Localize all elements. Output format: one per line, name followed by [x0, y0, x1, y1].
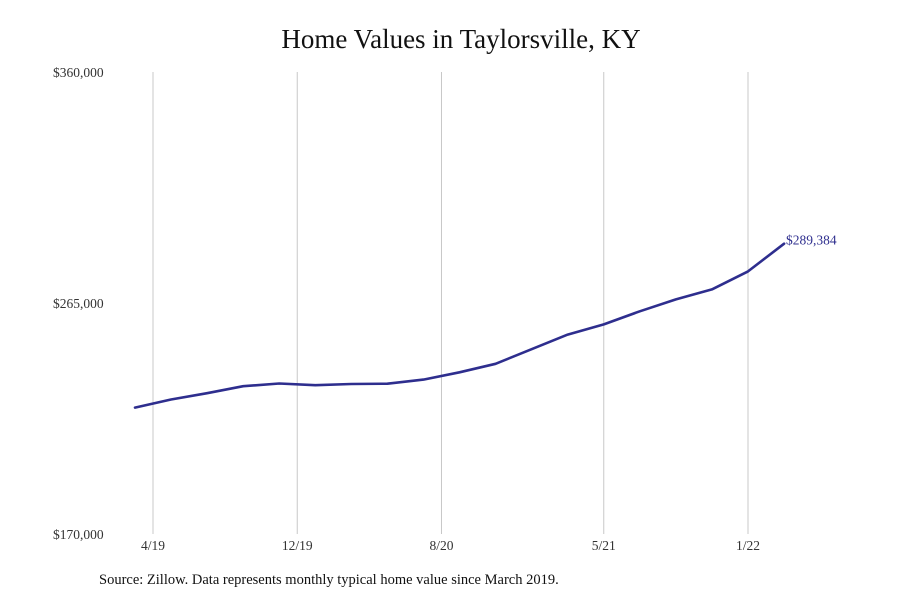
x-tick-label: 8/20 [429, 538, 453, 553]
y-tick-label: $170,000 [53, 527, 104, 542]
source-note: Source: Zillow. Data represents monthly … [99, 572, 559, 588]
series-line [133, 242, 786, 409]
y-axis-ticks: $360,000 $265,000 $170,000 [53, 65, 104, 542]
data-labels: $289,384 [786, 233, 837, 248]
y-tick-label: $360,000 [53, 65, 104, 80]
x-axis-ticks: 4/19 12/19 8/20 5/21 1/22 [141, 538, 760, 553]
end-value-label: $289,384 [786, 233, 837, 248]
x-tick-label: 12/19 [282, 538, 313, 553]
x-tick-label: 5/21 [592, 538, 616, 553]
chart-title: Home Values in Taylorsville, KY [281, 24, 641, 54]
y-tick-label: $265,000 [53, 296, 104, 311]
x-tick-label: 1/22 [736, 538, 760, 553]
series [133, 242, 786, 409]
x-tick-label: 4/19 [141, 538, 165, 553]
gridlines [152, 72, 749, 534]
